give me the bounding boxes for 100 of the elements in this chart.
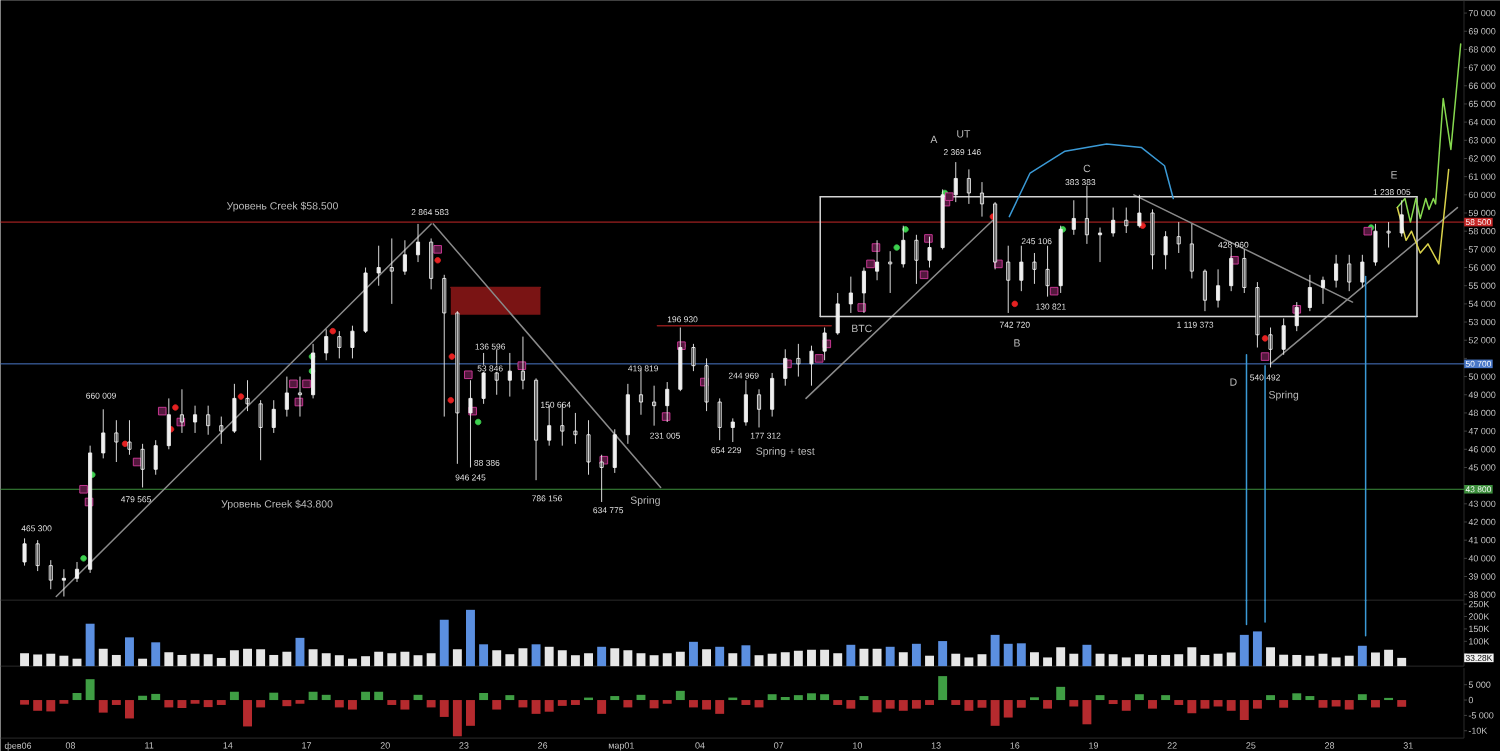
- annotation: 654 229: [711, 447, 742, 454]
- y-tick-label: 52 000: [1468, 337, 1496, 344]
- annotation: 1 119 373: [1177, 321, 1214, 328]
- y-tick-label: 63 000: [1468, 137, 1496, 144]
- x-tick-label: мар01: [608, 742, 634, 751]
- x-tick-label: 26: [538, 742, 548, 749]
- annotation: A: [930, 135, 938, 144]
- annotation: Уровень Creek $58.500: [226, 201, 338, 212]
- annotation: 245 106: [1021, 238, 1052, 245]
- y-tick-label: -10K: [1468, 727, 1488, 735]
- y-tick-label: 42 000: [1468, 518, 1496, 526]
- y-tick-label: 250K: [1468, 601, 1490, 608]
- y-tick-label: 54 000: [1468, 300, 1496, 308]
- y-tick-label: 5 000: [1468, 681, 1491, 689]
- ref-line-label: 43 800: [1465, 486, 1492, 493]
- annotation: 177 312: [750, 432, 781, 439]
- annotation: 479 565: [120, 496, 151, 503]
- annotation: 428 060: [1218, 241, 1249, 248]
- x-tick-label: 14: [223, 742, 233, 749]
- annotation: Spring: [630, 496, 660, 507]
- y-tick-label: 68 000: [1468, 46, 1496, 53]
- y-tick-label: 39 000: [1468, 573, 1496, 580]
- y-tick-label: 58 000: [1468, 228, 1496, 235]
- annotation: 136 596: [475, 343, 506, 350]
- annotation: UT: [957, 130, 971, 138]
- y-tick-label: 65 000: [1468, 100, 1496, 108]
- ref-line-label: 50 700: [1465, 361, 1492, 368]
- annotation: 383 383: [1065, 179, 1096, 186]
- y-tick-label: 100K: [1469, 638, 1490, 645]
- y-tick-label: 50 000: [1468, 373, 1496, 380]
- annotation: 1 238 005: [1373, 189, 1411, 196]
- annotation: 2 864 583: [411, 209, 449, 216]
- y-tick-label: 38 000: [1468, 591, 1496, 599]
- x-tick-label: 19: [1089, 742, 1099, 749]
- x-tick-label: 31: [1403, 742, 1413, 749]
- annotation: 660 009: [86, 392, 116, 399]
- x-tick-label: 25: [1246, 742, 1256, 749]
- annotation: D: [1230, 378, 1237, 386]
- annotation: 946 245: [455, 474, 486, 481]
- x-tick-label: 13: [931, 742, 941, 749]
- x-tick-label: 17: [302, 742, 312, 749]
- y-tick-label: 64 000: [1468, 119, 1496, 126]
- y-tick-label: 47 000: [1468, 428, 1496, 435]
- x-tick-label: фев06: [4, 742, 32, 751]
- annotation: 465 300: [21, 525, 52, 532]
- annotation: 231 005: [650, 432, 680, 439]
- y-tick-label: 70 000: [1468, 10, 1496, 17]
- annotation: 244 969: [728, 372, 759, 379]
- annotation: Уровень Creek $43.800: [221, 499, 333, 510]
- x-tick-label: 23: [459, 742, 469, 749]
- y-tick-label: 56 000: [1468, 264, 1496, 271]
- x-tick-label: 22: [1167, 742, 1177, 749]
- ref-line-label: 58 500: [1465, 219, 1492, 226]
- annotation: 196 930: [667, 316, 698, 323]
- y-tick-label: 200K: [1468, 613, 1490, 620]
- annotation: 540 492: [1250, 374, 1280, 381]
- x-tick-label: 28: [1325, 742, 1335, 749]
- annotation: 53 846: [477, 365, 503, 372]
- annotation: 742 720: [999, 321, 1030, 328]
- annotation: BTC: [852, 324, 872, 333]
- annotation: B: [1014, 339, 1020, 347]
- x-tick-label: 20: [380, 742, 390, 749]
- annotation: 419 819: [628, 365, 659, 372]
- x-tick-label: 16: [1010, 742, 1020, 749]
- annotation: 786 156: [532, 495, 562, 502]
- y-tick-label: 41 000: [1468, 537, 1496, 544]
- y-tick-label: 0: [1468, 697, 1474, 704]
- y-tick-label: 55 000: [1468, 282, 1496, 290]
- x-tick-label: 10: [853, 742, 863, 749]
- annotation: Spring: [1269, 390, 1299, 401]
- y-tick-label: 45 000: [1468, 464, 1496, 471]
- y-tick-label: 48 000: [1468, 409, 1496, 417]
- x-tick-label: 11: [145, 742, 154, 749]
- x-tick-label: 07: [774, 742, 784, 749]
- x-tick-label: 04: [695, 742, 705, 749]
- y-tick-label: 62 000: [1468, 155, 1496, 162]
- y-tick-label: 66 000: [1468, 82, 1496, 90]
- y-tick-label: 57 000: [1468, 246, 1496, 253]
- text: 33.28K: [1465, 655, 1493, 662]
- x-tick-label: 08: [65, 742, 76, 749]
- y-tick-label: 59 000: [1468, 210, 1496, 217]
- y-tick-label: 150K: [1469, 625, 1490, 633]
- annotation: E: [1391, 171, 1398, 179]
- annotation: 2 369 146: [943, 149, 981, 156]
- y-tick-label: 40 000: [1468, 555, 1496, 562]
- annotation: 88 386: [474, 460, 500, 467]
- annotation: C: [1083, 164, 1091, 173]
- y-tick-label: 69 000: [1468, 28, 1496, 35]
- y-tick-label: -5 000: [1468, 712, 1494, 719]
- y-tick-label: 60 000: [1468, 191, 1496, 199]
- annotation: 150 664: [541, 401, 571, 408]
- annotation: Spring + test: [756, 447, 815, 458]
- annotation: 130 821: [1036, 303, 1066, 310]
- y-tick-label: 61 000: [1468, 173, 1496, 180]
- y-tick-label: 67 000: [1468, 64, 1496, 71]
- y-tick-label: 46 000: [1468, 446, 1496, 453]
- y-tick-label: 43 000: [1468, 500, 1496, 508]
- annotation: 634 775: [593, 507, 624, 514]
- y-tick-label: 53 000: [1468, 319, 1496, 326]
- y-tick-label: 49 000: [1468, 391, 1496, 399]
